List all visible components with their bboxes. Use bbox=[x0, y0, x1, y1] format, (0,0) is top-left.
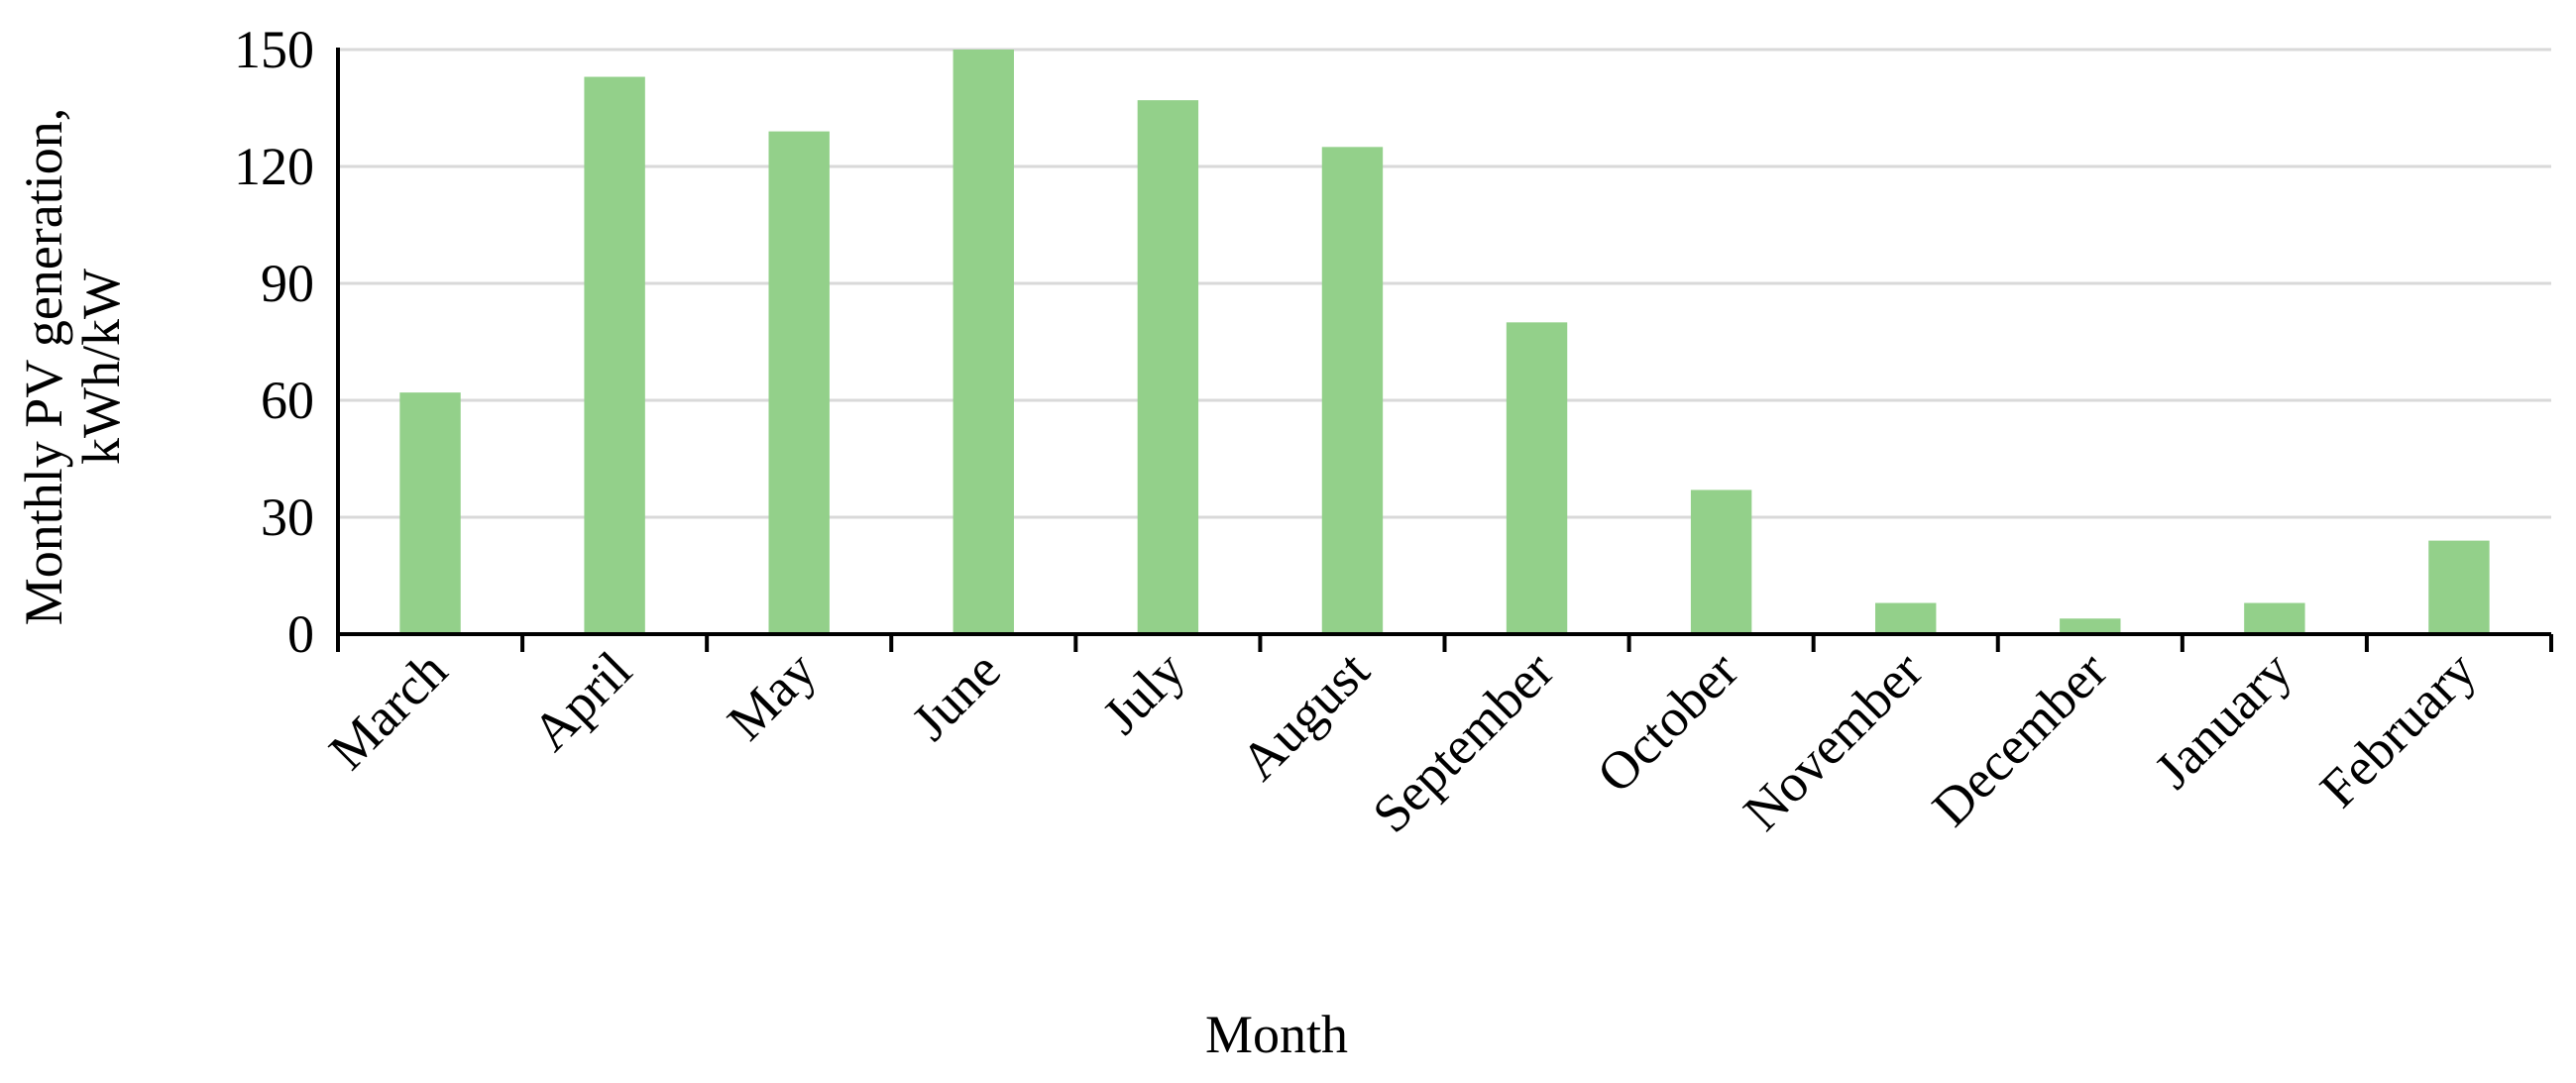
bar bbox=[768, 131, 830, 634]
bar bbox=[1137, 100, 1199, 635]
x-tick-label: April bbox=[521, 640, 643, 762]
y-tick-label: 120 bbox=[234, 137, 314, 196]
bar bbox=[2244, 602, 2305, 634]
bar bbox=[2428, 540, 2490, 634]
x-tick-label: August bbox=[1229, 640, 1381, 792]
y-tick-label: 60 bbox=[261, 371, 314, 430]
x-tick-label: May bbox=[716, 640, 827, 751]
y-axis-title-line: Monthly PV generation, bbox=[14, 108, 73, 625]
x-tick-label: June bbox=[900, 640, 1011, 751]
x-axis-title: Month bbox=[1205, 1005, 1348, 1064]
x-tick-label: December bbox=[1921, 640, 2118, 837]
bar bbox=[2060, 618, 2121, 634]
x-tick-label: September bbox=[1361, 640, 1565, 844]
y-tick-label: 150 bbox=[234, 20, 314, 79]
y-tick-label: 0 bbox=[287, 604, 314, 664]
y-axis-title: Monthly PV generation, kWh/kW bbox=[14, 108, 131, 625]
y-axis-title-line: kWh/kW bbox=[71, 269, 131, 465]
y-tick-label: 90 bbox=[261, 254, 314, 313]
bar bbox=[584, 76, 645, 635]
bar bbox=[399, 392, 461, 634]
x-tick-label: February bbox=[2308, 640, 2487, 818]
bar bbox=[1506, 322, 1568, 634]
bar bbox=[1875, 602, 1937, 634]
bar bbox=[952, 50, 1014, 634]
x-tick-label: July bbox=[1091, 640, 1196, 745]
x-tick-label: November bbox=[1733, 640, 1935, 842]
x-tick-label: October bbox=[1586, 640, 1749, 804]
bar bbox=[1321, 147, 1384, 635]
x-tick-label: January bbox=[2143, 640, 2302, 800]
y-tick-label: 30 bbox=[261, 487, 314, 547]
bar bbox=[1690, 489, 1752, 634]
x-tick-label: March bbox=[317, 640, 458, 781]
